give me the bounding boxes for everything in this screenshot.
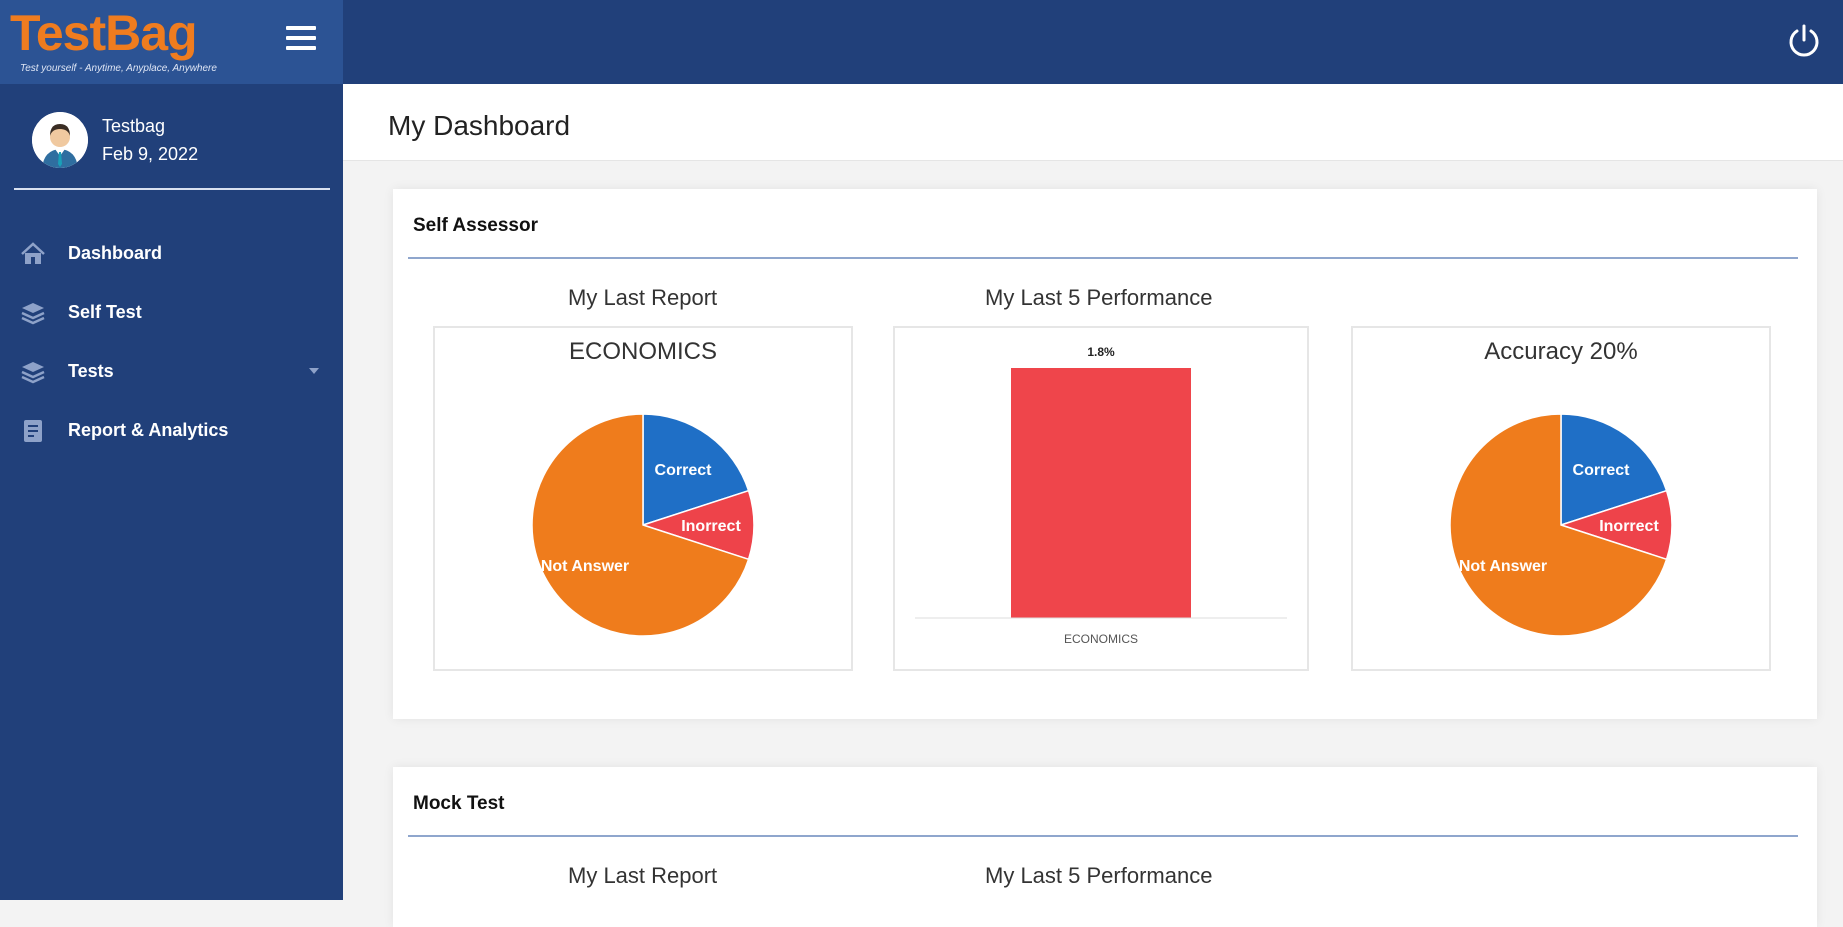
chart-title: Accuracy 20% — [1484, 338, 1638, 365]
bar[interactable] — [1011, 368, 1191, 618]
sidebar-item-dashboard[interactable]: Dashboard — [0, 224, 343, 283]
pie-slice-label: Correct — [655, 462, 713, 479]
last-report-label: My Last Report — [568, 285, 718, 310]
tagline: Test yourself - Anytime, Anyplace, Anywh… — [20, 63, 217, 74]
card-heading: Mock Test — [413, 793, 505, 814]
user-name: Testbag — [102, 116, 166, 136]
page-title: My Dashboard — [388, 110, 571, 141]
menu-icon[interactable] — [286, 26, 316, 56]
pie-slice-correct[interactable] — [642, 413, 750, 527]
avatar — [32, 112, 88, 168]
sidebar-nav: Dashboard Self Test Tests — [0, 224, 343, 460]
sidebar: Testbag Feb 9, 2022 Dashboard Self Test — [0, 84, 343, 900]
card-divider — [408, 835, 1798, 837]
page-header: My Dashboard — [343, 84, 1843, 161]
accuracy-chart-panel: Accuracy 20% Correct Inorrect Not Answer — [1351, 326, 1771, 671]
sidebar-divider — [14, 188, 330, 190]
sidebar-item-label: Tests — [68, 361, 114, 381]
self-assessor-card: Self Assessor My Last Report My Last 5 P… — [393, 189, 1817, 719]
last5-performance-chart-panel: 1.8% ECONOMICS — [893, 326, 1309, 671]
pie-chart-accuracy: Correct Inorrect Not Answer — [1449, 413, 1673, 637]
layers-icon — [21, 302, 45, 324]
logo[interactable]: TestBag — [10, 5, 198, 61]
pie-slice-not-answer[interactable] — [531, 413, 750, 637]
pie-slice-label: Inorrect — [1599, 518, 1659, 535]
card-divider — [408, 257, 1798, 259]
user-date: Feb 9, 2022 — [102, 144, 199, 164]
x-tick-label: ECONOMICS — [1064, 632, 1138, 646]
pie-chart-last-report: Correct Inorrect Not Answer — [531, 413, 755, 637]
pie-slice-label: Correct — [1573, 462, 1631, 479]
chart-title: ECONOMICS — [568, 338, 717, 365]
bar-data-label: 1.8% — [1087, 345, 1115, 359]
pie-slice-label: Not Answer — [1459, 558, 1547, 575]
sidebar-item-label: Self Test — [68, 302, 142, 322]
mock-test-card: Mock Test My Last Report My Last 5 Perfo… — [393, 767, 1817, 927]
pie-slice-label: Inorrect — [681, 518, 741, 535]
sidebar-item-report-analytics[interactable]: Report & Analytics — [0, 401, 343, 460]
sidebar-item-self-test[interactable]: Self Test — [0, 283, 343, 342]
card-heading: Self Assessor — [413, 215, 538, 236]
main-content: My Dashboard Self Assessor My Last Repor… — [343, 84, 1843, 927]
user-profile: Testbag Feb 9, 2022 — [32, 112, 198, 168]
last-report-label: My Last Report — [568, 863, 718, 888]
pie-slice-not-answer[interactable] — [1449, 413, 1668, 637]
top-bar: TestBag Test yourself - Anytime, Anyplac… — [0, 0, 1843, 84]
report-icon — [24, 419, 42, 442]
layers-icon — [21, 361, 45, 383]
sidebar-item-tests[interactable]: Tests — [0, 342, 343, 401]
pie-slice-label: Not Answer — [541, 558, 629, 575]
pie-slice-correct[interactable] — [1560, 413, 1668, 527]
last5-performance-label: My Last 5 Performance — [985, 285, 1213, 310]
power-icon[interactable] — [1785, 22, 1823, 60]
bar-chart-last5: 1.8% ECONOMICS — [915, 345, 1287, 646]
last5-performance-label: My Last 5 Performance — [985, 863, 1213, 888]
last-report-chart-panel: ECONOMICS Correct Inorrect Not Answer — [433, 326, 853, 671]
sidebar-item-label: Dashboard — [68, 243, 163, 263]
brand-area: TestBag Test yourself - Anytime, Anyplac… — [0, 0, 343, 84]
home-icon — [21, 241, 45, 264]
chevron-down-icon[interactable] — [309, 368, 319, 374]
sidebar-item-label: Report & Analytics — [68, 420, 229, 440]
